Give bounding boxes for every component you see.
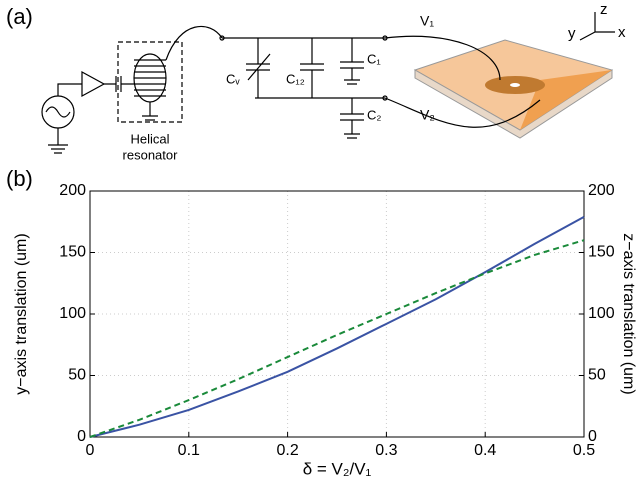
y-tick-label: 0 — [77, 428, 86, 445]
y2-tick-label: 200 — [588, 182, 615, 199]
axis-label: x — [618, 24, 626, 41]
resonator-label: resonator — [123, 147, 179, 162]
panel-label: (b) — [6, 166, 33, 191]
series-line — [89, 215, 585, 438]
capacitor-label: Cᵥ — [226, 71, 240, 86]
y-tick-label: 200 — [59, 182, 86, 199]
y2-tick-label: 150 — [588, 244, 615, 261]
y2-axis-label: z−axis translation (um) — [620, 233, 637, 394]
series-line — [89, 239, 585, 438]
circuit — [41, 12, 615, 154]
capacitor-label: C₂ — [367, 107, 381, 122]
x-tick-label: 0 — [86, 442, 95, 459]
x-tick-label: 0.3 — [375, 442, 397, 459]
axis-label: y — [568, 25, 576, 42]
x-tick-label: 0.1 — [178, 442, 200, 459]
x-axis-label: δ = V₂/V₁ — [303, 459, 372, 478]
x-tick-label: 0.4 — [474, 442, 496, 459]
y-tick-label: 50 — [68, 367, 86, 384]
y2-tick-label: 100 — [588, 305, 615, 322]
capacitor-label: C₁₂ — [286, 71, 305, 86]
y-tick-label: 150 — [59, 244, 86, 261]
capacitor-label: C₁ — [367, 51, 381, 66]
plot-frame — [89, 190, 585, 438]
axis-label: z — [600, 1, 608, 18]
y-axis-label: y−axis translation (um) — [13, 233, 30, 394]
x-tick-label: 0.5 — [573, 442, 595, 459]
y2-tick-label: 0 — [588, 428, 597, 445]
y-tick-label: 100 — [59, 305, 86, 322]
x-tick-label: 0.2 — [276, 442, 298, 459]
y2-tick-label: 50 — [588, 367, 606, 384]
voltage-label: V₂ — [420, 107, 435, 123]
resonator-label: Helical — [130, 131, 169, 146]
panel-label: (a) — [6, 4, 33, 29]
voltage-label: V₁ — [420, 13, 434, 29]
